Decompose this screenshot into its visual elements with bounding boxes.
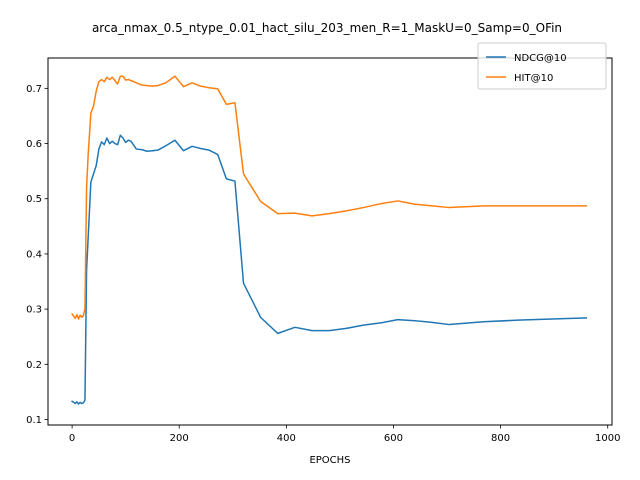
y-tick-label: 0.2: [26, 360, 42, 371]
y-tick-label: 0.6: [26, 139, 42, 150]
legend: NDCG@10 HIT@10: [477, 42, 607, 90]
x-tick-label: 800: [491, 433, 510, 444]
series-line-hit-10: [71, 75, 588, 320]
legend-label-hit: HIT@10: [514, 73, 553, 84]
plot-frame: [47, 57, 613, 426]
y-tick-label: 0.1: [26, 415, 42, 426]
series-layer: [71, 75, 588, 405]
series-line-ndcg-10: [71, 134, 588, 405]
legend-box: [477, 42, 607, 90]
x-tick-label: 1000: [595, 433, 620, 444]
x-tick-label: 200: [170, 433, 189, 444]
x-tick-label: 0: [69, 433, 75, 444]
chart-title: arca_nmax_0.5_ntype_0.01_hact_silu_203_m…: [92, 21, 562, 35]
x-axis-label: EPOCHS: [309, 455, 350, 466]
x-tick-label: 600: [384, 433, 403, 444]
x-axis: 0 200 400 600 800 1000: [69, 425, 620, 444]
y-tick-label: 0.3: [26, 305, 42, 316]
y-tick-label: 0.4: [26, 249, 42, 260]
legend-label-ndcg: NDCG@10: [514, 53, 567, 64]
y-tick-label: 0.7: [26, 84, 42, 95]
y-tick-label: 0.5: [26, 194, 42, 205]
x-tick-label: 400: [277, 433, 296, 444]
y-axis: 0.1 0.2 0.3 0.4 0.5 0.6 0.7: [26, 84, 48, 426]
